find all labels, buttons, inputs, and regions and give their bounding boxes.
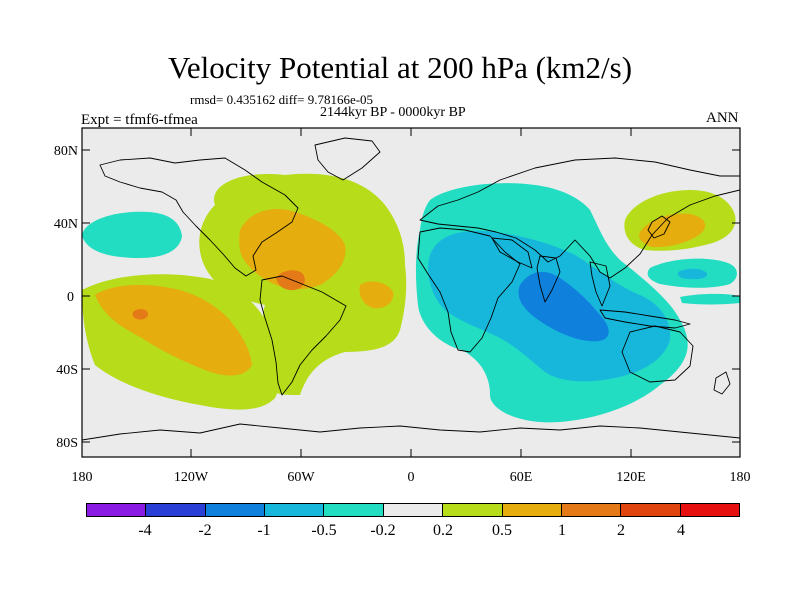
lon-label-0: 0 [408,470,415,485]
lon-label-120w: 120W [174,470,209,485]
coast-southeast-asia [589,261,611,307]
colorbar-cell [502,504,562,516]
lon-label-60w: 60W [287,470,315,485]
coastlines [82,137,740,441]
colorbar-cell [265,504,325,516]
colorbar-label: 2 [617,522,625,539]
colorbar-label: 0.5 [492,522,512,539]
lat-label-equator: 0 [67,290,74,305]
lat-label-80n: 80N [54,144,78,159]
coast-europe-asia [419,157,740,279]
colorbar-cell [146,504,206,516]
colorbar-label: 1 [558,522,566,539]
lon-label-120e: 120E [616,470,646,485]
coast-indonesia [599,309,691,329]
colorbar-cell [621,504,681,516]
colorbar-cell [324,504,384,516]
colorbar-label: -1 [257,522,271,539]
lon-label-60e: 60E [510,470,533,485]
colorbar-label: -4 [138,522,152,539]
contour-americas-orange [239,209,346,290]
colorbar-label: -0.5 [311,522,337,539]
coast-greenland [314,137,381,181]
coast-south-america [259,275,347,396]
contour-pacific-negative-core [677,268,708,280]
colorbar-label: -2 [198,522,212,539]
lon-label-180w: 180 [72,470,93,485]
season-label: ANN [706,110,739,126]
contour-pacific-dark [132,309,149,320]
experiment-label: Expt = tfmf6-tfmea [81,112,198,128]
colorbar [86,503,740,517]
colorbar-cell [561,504,622,516]
contour-japan-orange [639,213,706,248]
stats-line: rmsd= 0.435162 diff= 9.78166e-05 [190,92,374,107]
coast-new-zealand [713,371,731,395]
colorbar-cell [680,504,739,516]
coast-north-america [99,157,299,277]
period-label: 2144kyr BP - 0000kyr BP [320,105,466,120]
coast-antarctica [82,423,740,441]
coast-japan [647,215,671,239]
colorbar-label: 0.2 [433,522,453,539]
contour-caribbean-dark [276,270,305,291]
chart-title: Velocity Potential at 200 hPa (km2/s) [167,50,633,85]
colorbar-label: -0.2 [370,522,396,539]
contour-pacific-orange [95,284,252,376]
contour-atlantic-negative [82,211,182,258]
lon-label-180e: 180 [730,470,751,485]
axis-ticks [82,128,740,457]
contour-atlantic-orange [359,281,394,309]
contour-pacific-negative-strip [680,293,740,305]
lat-label-40s: 40S [56,363,78,378]
coast-india [536,255,561,303]
coast-arabia [491,237,533,269]
coast-africa [417,227,521,353]
colorbar-cell [443,504,503,516]
colorbar-cell [383,504,444,516]
colorbar-cell [205,504,266,516]
colorbar-label: 4 [677,522,685,539]
coast-australia [621,325,694,383]
lat-label-80s: 80S [56,436,78,451]
colorbar-cell [87,504,147,516]
lat-label-40n: 40N [54,217,78,232]
